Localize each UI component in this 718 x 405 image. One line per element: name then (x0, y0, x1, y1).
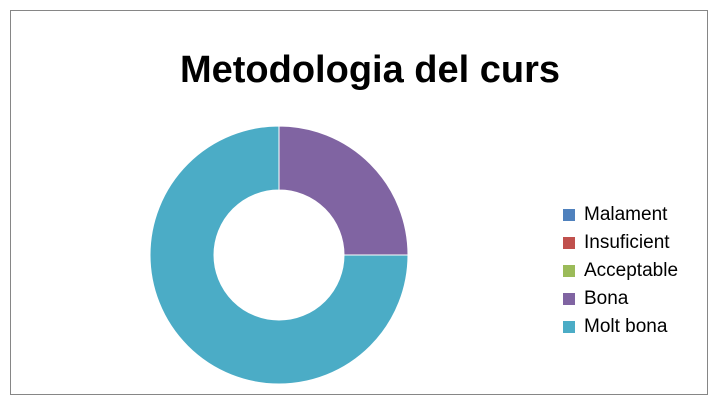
legend-label: Acceptable (584, 260, 678, 281)
legend-swatch (563, 293, 575, 305)
legend-swatch (563, 265, 575, 277)
legend-label: Bona (584, 288, 629, 309)
legend-label: Molt bona (584, 316, 668, 337)
slice (149, 125, 409, 385)
chart-title: Metodologia del curs (180, 49, 560, 91)
legend-label: Insuficient (584, 232, 670, 253)
legend-label: Malament (584, 204, 668, 225)
slice (278, 125, 409, 256)
legend-swatch (563, 321, 575, 333)
legend-swatch (563, 237, 575, 249)
legend-swatch (563, 209, 575, 221)
